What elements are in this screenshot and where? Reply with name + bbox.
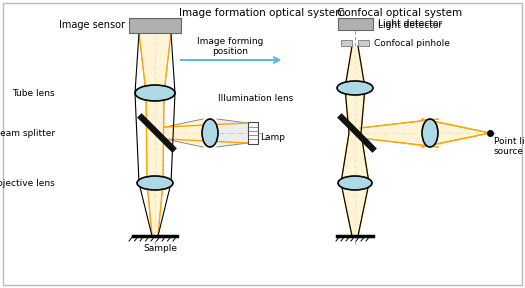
Polygon shape: [139, 33, 171, 93]
Text: Sample: Sample: [143, 244, 177, 253]
Bar: [248, 122, 258, 144]
Ellipse shape: [137, 176, 173, 190]
Text: Objective lens: Objective lens: [0, 179, 55, 187]
Bar: [338, 18, 373, 30]
Bar: [341, 40, 352, 46]
Ellipse shape: [337, 81, 373, 95]
Ellipse shape: [422, 119, 438, 147]
Polygon shape: [345, 46, 365, 88]
Text: Confocal pinhole: Confocal pinhole: [374, 39, 450, 48]
Text: Point light
source: Point light source: [494, 137, 525, 156]
Text: Lamp: Lamp: [260, 134, 285, 143]
Polygon shape: [217, 119, 248, 147]
Text: Illumination lens: Illumination lens: [218, 94, 293, 103]
Polygon shape: [345, 88, 365, 133]
Polygon shape: [341, 183, 369, 236]
Polygon shape: [147, 183, 163, 236]
Text: Image sensor: Image sensor: [59, 20, 125, 31]
Bar: [129, 18, 181, 33]
Text: Image formation optical system: Image formation optical system: [179, 8, 345, 18]
Polygon shape: [341, 133, 369, 183]
Text: Light detector: Light detector: [377, 20, 442, 29]
Text: Image forming
position: Image forming position: [197, 37, 263, 56]
Bar: [358, 40, 369, 46]
Text: Beam splitter: Beam splitter: [0, 128, 55, 137]
Polygon shape: [165, 119, 203, 147]
Polygon shape: [438, 119, 490, 147]
Text: Confocal optical system: Confocal optical system: [338, 8, 463, 18]
Text: Tube lens: Tube lens: [13, 88, 55, 98]
Text: Light detector: Light detector: [377, 22, 442, 31]
Polygon shape: [360, 119, 422, 147]
Ellipse shape: [135, 85, 175, 101]
Ellipse shape: [338, 176, 372, 190]
Polygon shape: [146, 93, 164, 183]
Ellipse shape: [202, 119, 218, 147]
